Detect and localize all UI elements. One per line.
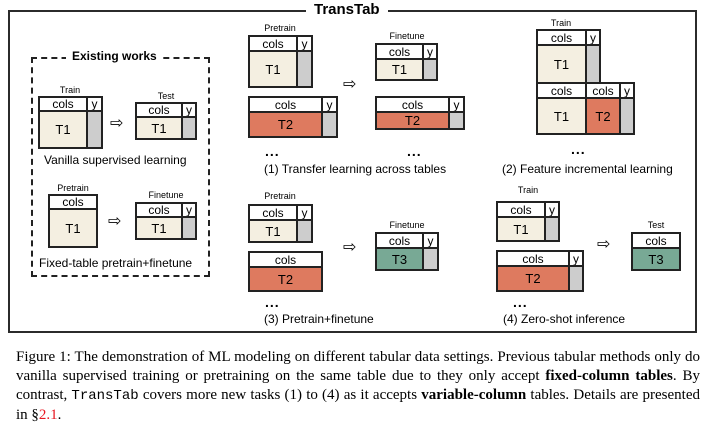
y-column: [321, 111, 338, 138]
arrow-icon: ⇨: [597, 236, 611, 253]
pretrain-label: Pretrain: [57, 183, 89, 193]
table-t1: T1: [536, 97, 587, 135]
table-t2: T2: [585, 97, 621, 135]
test-label: Test: [647, 220, 665, 230]
finetune-label: Finetune: [148, 190, 184, 200]
table-t3: T3: [631, 247, 681, 271]
arrow-icon: ⇨: [108, 213, 122, 230]
y-header: y: [296, 35, 313, 52]
vanilla-caption: Vanilla supervised learning: [44, 153, 187, 167]
cols-header: cols: [135, 202, 183, 218]
table-t1: T1: [248, 219, 298, 243]
y-column: [86, 110, 103, 149]
table-t3: T3: [375, 247, 424, 271]
pretrain-label: Pretrain: [264, 23, 296, 33]
arrow-icon: ⇨: [343, 76, 357, 93]
figure-title: TransTab: [306, 0, 388, 20]
table-t2: T2: [248, 111, 323, 138]
y-column: [181, 116, 197, 140]
y-column: [568, 265, 584, 292]
y-column: [422, 247, 439, 271]
y-column: [448, 111, 465, 130]
panel-3-caption: (3) Pretrain+finetune: [264, 312, 374, 326]
emphasis-variable-column: variable-column: [421, 387, 527, 403]
ellipsis: ...: [571, 141, 586, 157]
code-transtab: TransTab: [71, 388, 139, 404]
section-reference-link[interactable]: 2.1: [38, 407, 58, 423]
ellipsis: ...: [265, 294, 280, 310]
table-t2: T2: [496, 265, 570, 292]
y-column: [585, 44, 601, 84]
table-t1: T1: [38, 110, 88, 149]
y-column: [181, 216, 197, 240]
train-label: Train: [550, 18, 572, 28]
y-header: y: [585, 29, 601, 46]
table-t1: T1: [496, 216, 546, 242]
ellipsis: ...: [513, 294, 528, 310]
table-t1: T1: [48, 208, 98, 248]
finetune-label: Finetune: [389, 31, 425, 41]
table-t1: T1: [375, 58, 424, 81]
table-t1: T1: [248, 50, 298, 88]
table-t2: T2: [375, 111, 450, 130]
panel-4-caption: (4) Zero-shot inference: [503, 312, 626, 326]
test-label: Test: [157, 91, 175, 101]
y-column: [544, 216, 560, 242]
finetune-label: Finetune: [389, 220, 425, 230]
table-t1: T1: [536, 44, 587, 84]
fixed-caption: Fixed-table pretrain+finetune: [39, 256, 193, 270]
y-column: [422, 58, 438, 81]
table-t1: T1: [135, 116, 183, 140]
ellipsis: ...: [407, 143, 422, 159]
y-column: [296, 50, 313, 88]
panel-1-caption: (1) Transfer learning across tables: [264, 162, 447, 176]
table-t2: T2: [248, 266, 323, 292]
table-t1: T1: [135, 216, 183, 240]
panel-2-caption: (2) Feature incremental learning: [502, 162, 673, 176]
y-column: [296, 219, 313, 243]
emphasis-fixed-column: fixed-column tables: [545, 368, 673, 384]
arrow-icon: ⇨: [343, 239, 357, 256]
pretrain-label: Pretrain: [264, 191, 296, 201]
existing-works-title: Existing works: [66, 48, 163, 64]
train-label: Train: [59, 85, 81, 95]
arrow-icon: ⇨: [110, 115, 124, 132]
y-column: [619, 97, 635, 135]
figure-caption: Figure 1: The demonstration of ML modeli…: [16, 349, 701, 423]
train-label: Train: [517, 185, 539, 195]
ellipsis: ...: [265, 143, 280, 159]
